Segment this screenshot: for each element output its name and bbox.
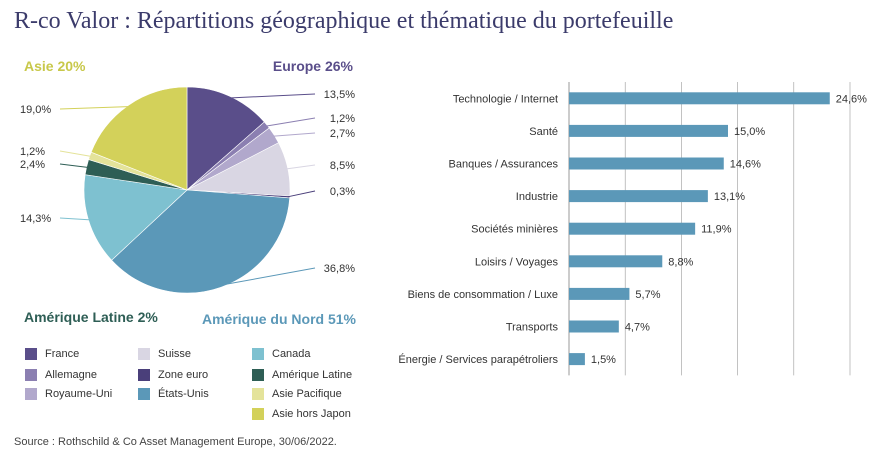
value-label: 8,8%: [668, 256, 693, 268]
pie-slice-label: 0,3%: [330, 186, 355, 198]
pie-slice-label: 8,5%: [330, 160, 355, 172]
category-label: Transports: [506, 322, 559, 334]
pie-leader-line: [59, 217, 91, 221]
bar: [569, 222, 696, 235]
pie-slice-1: [186, 86, 265, 191]
category-label: Énergie / Services parapétroliers: [398, 353, 558, 366]
value-label: 1,5%: [591, 354, 616, 366]
bar: [569, 255, 663, 268]
pie-slice-label: 14,3%: [20, 213, 51, 225]
pie-slice-label: 13,5%: [324, 89, 355, 101]
pie-leader-line: [220, 267, 316, 286]
value-label: 11,9%: [701, 224, 732, 236]
pie-slice-label: 19,0%: [20, 104, 51, 116]
bar: [569, 124, 728, 137]
pie-leader-line: [287, 190, 316, 198]
pie-leader-line: [59, 106, 131, 110]
pie-leader-line: [265, 117, 316, 127]
category-label: Santé: [529, 126, 558, 138]
category-label: Banques / Assurances: [449, 159, 559, 171]
value-label: 4,7%: [625, 322, 650, 334]
region-label: Asie 20%: [24, 58, 86, 74]
bar: [569, 92, 830, 105]
category-label: Loisirs / Voyages: [475, 256, 559, 268]
bar: [569, 190, 708, 203]
pie-leader-line: [59, 163, 89, 168]
category-label: Sociétés minières: [471, 224, 558, 236]
pie-leader-line: [272, 132, 316, 137]
pie-slice-10: [90, 86, 188, 191]
bar: [569, 320, 619, 333]
value-label: 15,0%: [734, 126, 765, 138]
category-label: Technologie / Internet: [453, 93, 558, 105]
pie-slice-label: 1,2%: [20, 146, 45, 158]
category-label: Biens de consommation / Luxe: [408, 289, 558, 301]
chart-title: R-co Valor : Répartitions géographique e…: [14, 8, 674, 34]
bar: [569, 353, 585, 366]
value-label: 13,1%: [714, 191, 745, 203]
region-label: Europe 26%: [273, 58, 354, 74]
region-label: Amérique du Nord 51%: [202, 311, 357, 327]
category-label: Industrie: [516, 191, 558, 203]
source-note: Source : Rothschild & Co Asset Managemen…: [14, 436, 337, 448]
region-label: Amérique Latine 2%: [24, 309, 158, 325]
pie-slice-label: 36,8%: [324, 263, 355, 275]
pie-slice-label: 1,2%: [330, 113, 355, 125]
bar: [569, 287, 630, 300]
pie-leader-line: [285, 164, 316, 170]
pie-slice-label: 2,4%: [20, 159, 45, 171]
value-label: 5,7%: [635, 289, 660, 301]
bar: [569, 157, 724, 170]
pie-slice-7: [83, 174, 188, 261]
pie-slice-label: 2,7%: [330, 128, 355, 140]
pie-leader-line: [59, 150, 92, 158]
pie-slice-6: [111, 189, 291, 294]
value-label: 24,6%: [836, 93, 867, 105]
value-label: 14,6%: [730, 159, 761, 171]
pie-leader-line: [228, 93, 316, 99]
